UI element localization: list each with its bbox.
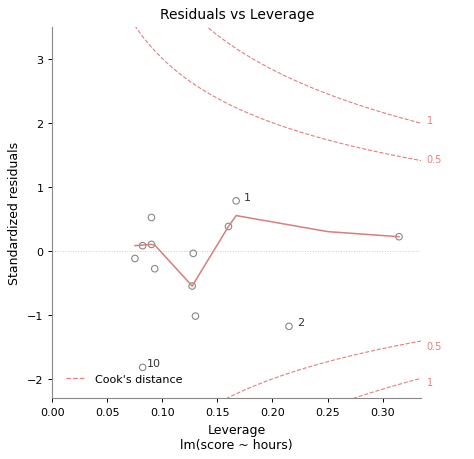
Point	[395, 234, 403, 241]
Point	[191, 313, 199, 320]
Text: 0.5: 0.5	[427, 155, 442, 165]
Text: 1: 1	[244, 192, 251, 202]
Point	[131, 255, 139, 263]
Text: 1: 1	[427, 377, 433, 387]
Title: Residuals vs Leverage: Residuals vs Leverage	[160, 8, 314, 22]
Point	[285, 323, 293, 330]
Y-axis label: Standardized residuals: Standardized residuals	[9, 141, 21, 284]
Legend: Cook's distance: Cook's distance	[62, 370, 187, 389]
Point	[232, 198, 240, 205]
Text: 0.5: 0.5	[427, 341, 442, 351]
Point	[225, 223, 232, 230]
Point	[139, 364, 146, 371]
Point	[148, 241, 155, 248]
Point	[188, 283, 196, 290]
Point	[148, 214, 155, 222]
Text: 2: 2	[297, 317, 304, 327]
Point	[151, 265, 158, 273]
Text: 1: 1	[427, 115, 433, 125]
X-axis label: Leverage
lm(score ~ hours): Leverage lm(score ~ hours)	[181, 423, 293, 451]
Point	[139, 242, 146, 250]
Point	[190, 250, 197, 257]
Text: 10: 10	[147, 358, 161, 368]
